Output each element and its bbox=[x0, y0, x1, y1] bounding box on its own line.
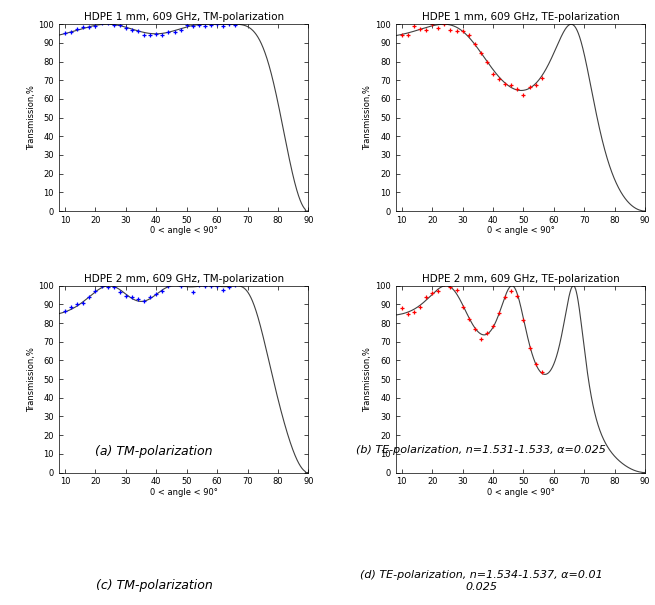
X-axis label: 0 < angle < 90°: 0 < angle < 90° bbox=[487, 226, 554, 235]
Title: HDPE 1 mm, 609 GHz, TE-polarization: HDPE 1 mm, 609 GHz, TE-polarization bbox=[422, 12, 620, 22]
Text: (a) TM-polarization: (a) TM-polarization bbox=[95, 445, 213, 457]
Title: HDPE 2 mm, 609 GHz, TM-polarization: HDPE 2 mm, 609 GHz, TM-polarization bbox=[84, 273, 284, 284]
Text: (d) TE-polarization, n=1.534-1.537, α=0.01
0.025: (d) TE-polarization, n=1.534-1.537, α=0.… bbox=[360, 570, 603, 592]
X-axis label: 0 < angle < 90°: 0 < angle < 90° bbox=[150, 226, 217, 235]
X-axis label: 0 < angle < 90°: 0 < angle < 90° bbox=[150, 488, 217, 497]
Text: (b) TE-polarization, n=1.531-1.533, α=0.025: (b) TE-polarization, n=1.531-1.533, α=0.… bbox=[356, 445, 607, 455]
Title: HDPE 2 mm, 609 GHz, TE-polarization: HDPE 2 mm, 609 GHz, TE-polarization bbox=[422, 273, 620, 284]
Text: (c) TM-polarization: (c) TM-polarization bbox=[96, 579, 212, 592]
Y-axis label: Transmission,%: Transmission,% bbox=[364, 347, 372, 411]
Title: HDPE 1 mm, 609 GHz, TM-polarization: HDPE 1 mm, 609 GHz, TM-polarization bbox=[84, 12, 284, 22]
Y-axis label: Transmission,%: Transmission,% bbox=[27, 347, 35, 411]
X-axis label: 0 < angle < 90°: 0 < angle < 90° bbox=[487, 488, 554, 497]
Y-axis label: Transmission,%: Transmission,% bbox=[27, 85, 35, 150]
Y-axis label: Transmission,%: Transmission,% bbox=[364, 85, 372, 150]
